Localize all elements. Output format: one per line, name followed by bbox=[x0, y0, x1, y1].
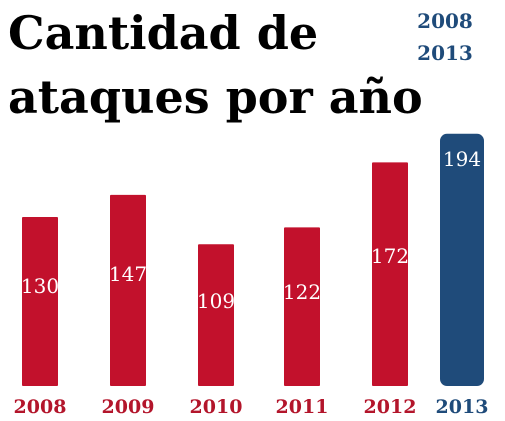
bar-2012 bbox=[372, 162, 408, 386]
x-tick-label-2011: 2011 bbox=[276, 396, 329, 418]
x-tick-label-2012: 2012 bbox=[364, 396, 417, 418]
bar-value-label-2011: 122 bbox=[283, 280, 321, 304]
bar-2009 bbox=[110, 194, 146, 386]
bar-2013 bbox=[440, 133, 484, 386]
x-tick-label-2010: 2010 bbox=[190, 396, 243, 418]
x-tick-label-2008: 2008 bbox=[14, 396, 67, 418]
bar-value-label-2013: 194 bbox=[443, 147, 481, 171]
bar-value-label-2010: 109 bbox=[197, 289, 235, 313]
chart-title-line-1: Cantidad de bbox=[8, 6, 319, 60]
bar-value-label-2008: 130 bbox=[21, 274, 59, 298]
bar-value-label-2009: 147 bbox=[109, 262, 147, 286]
chart-title-line-2: ataques por año bbox=[8, 70, 423, 124]
bar-value-label-2012: 172 bbox=[371, 244, 409, 268]
x-tick-label-2009: 2009 bbox=[102, 396, 155, 418]
x-tick-label-2013: 2013 bbox=[436, 396, 489, 418]
year-range-end: 2013 bbox=[417, 41, 473, 65]
bar-2010 bbox=[198, 244, 234, 386]
bar-2008 bbox=[22, 217, 58, 386]
year-range-start: 2008 bbox=[417, 9, 473, 33]
bar-2011 bbox=[284, 227, 320, 386]
